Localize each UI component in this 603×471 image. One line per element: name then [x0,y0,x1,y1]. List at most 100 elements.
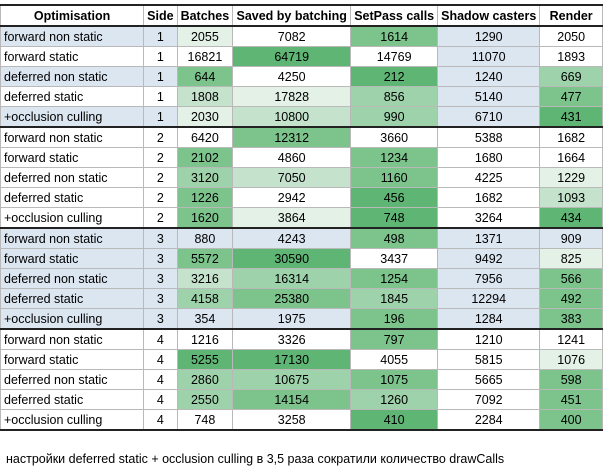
value-cell: 2550 [176,389,234,410]
table-row: forward non static 1 2055 7082 1614 1290 2050 [0,25,603,47]
value-cell: 212 [350,66,439,87]
value-cell: 1682 [539,126,603,148]
table-row: deferred non static 4 2860 10675 1075 5665 598 [0,369,603,390]
value-cell: 2055 [176,25,234,47]
value-cell: 3120 [176,167,234,188]
optimisation-cell: +occlusion culling [0,308,145,330]
value-cell: 383 [539,308,603,330]
value-cell: 2860 [176,369,234,390]
side-cell: 2 [143,187,178,208]
optimisation-cell: deferred static [0,288,145,309]
value-cell: 6420 [176,126,234,148]
value-cell: 1160 [350,167,439,188]
value-cell: 4158 [176,288,234,309]
column-header: Saved by batching [232,4,352,27]
value-cell: 1229 [539,167,603,188]
optimisation-cell: +occlusion culling [0,106,145,128]
value-cell: 1254 [350,268,439,289]
optimisation-cell: forward non static [0,227,145,249]
value-cell: 856 [350,86,439,107]
table-row: +occlusion culling 1 2030 10800 990 6710 431 [0,106,603,128]
column-header: Side [143,4,178,27]
value-cell: 1260 [350,389,439,410]
value-cell: 1240 [437,66,541,87]
table-row: +occlusion culling 4 748 3258 410 2284 400 [0,409,603,431]
value-cell: 1680 [437,147,541,168]
optimisation-cell: forward static [0,248,145,269]
value-cell: 748 [176,409,234,431]
value-cell: 566 [539,268,603,289]
column-header: SetPass calls [350,4,439,27]
side-cell: 1 [143,86,178,107]
value-cell: 434 [539,207,603,229]
value-cell: 2102 [176,147,234,168]
value-cell: 1614 [350,25,439,47]
value-cell: 12294 [437,288,541,309]
side-cell: 4 [143,369,178,390]
side-cell: 4 [143,328,178,350]
value-cell: 644 [176,66,234,87]
value-cell: 196 [350,308,439,330]
value-cell: 10800 [232,106,352,128]
side-cell: 4 [143,409,178,431]
table-row: deferred static 3 4158 25380 1845 12294 492 [0,288,603,309]
value-cell: 5388 [437,126,541,148]
optimisation-cell: deferred non static [0,167,145,188]
value-cell: 1210 [437,328,541,350]
value-cell: 1093 [539,187,603,208]
table-row: +occlusion culling 2 1620 3864 748 3264 434 [0,207,603,229]
side-cell: 3 [143,268,178,289]
optimisation-cell: deferred static [0,389,145,410]
value-cell: 3326 [232,328,352,350]
optimisation-table: Optimisation Side Batches Saved by batching… [0,4,603,431]
value-cell: 5665 [437,369,541,390]
value-cell: 492 [539,288,603,309]
value-cell: 1845 [350,288,439,309]
footnote: настройки deferred static + occlusion cu… [6,452,505,466]
value-cell: 5815 [437,349,541,370]
value-cell: 2050 [539,25,603,47]
value-cell: 3660 [350,126,439,148]
value-cell: 598 [539,369,603,390]
optimisation-cell: forward static [0,147,145,168]
value-cell: 4250 [232,66,352,87]
table-body: forward non static 1 2055 7082 1614 1290 2050 f… [0,25,603,431]
value-cell: 909 [539,227,603,249]
side-cell: 3 [143,288,178,309]
optimisation-cell: forward non static [0,126,145,148]
value-cell: 748 [350,207,439,229]
value-cell: 14769 [350,46,439,67]
value-cell: 7082 [232,25,352,47]
value-cell: 1241 [539,328,603,350]
optimisation-cell: forward static [0,46,145,67]
table-row: forward static 2 2102 4860 1234 1680 1664 [0,147,603,168]
table-row: forward non static 2 6420 12312 3660 5388 1682 [0,126,603,148]
value-cell: 9492 [437,248,541,269]
value-cell: 1234 [350,147,439,168]
side-cell: 2 [143,126,178,148]
value-cell: 1076 [539,349,603,370]
value-cell: 5255 [176,349,234,370]
value-cell: 1216 [176,328,234,350]
value-cell: 1226 [176,187,234,208]
side-cell: 2 [143,207,178,229]
value-cell: 880 [176,227,234,249]
value-cell: 1290 [437,25,541,47]
table-row: deferred static 1 1808 17828 856 5140 477 [0,86,603,107]
value-cell: 669 [539,66,603,87]
value-cell: 354 [176,308,234,330]
value-cell: 477 [539,86,603,107]
value-cell: 3216 [176,268,234,289]
table-row: deferred static 4 2550 14154 1260 7092 451 [0,389,603,410]
side-cell: 1 [143,106,178,128]
side-cell: 3 [143,227,178,249]
optimisation-cell: forward non static [0,25,145,47]
value-cell: 10675 [232,369,352,390]
value-cell: 1620 [176,207,234,229]
value-cell: 5140 [437,86,541,107]
value-cell: 3264 [437,207,541,229]
value-cell: 17130 [232,349,352,370]
optimisation-cell: deferred static [0,187,145,208]
value-cell: 2284 [437,409,541,431]
value-cell: 1664 [539,147,603,168]
